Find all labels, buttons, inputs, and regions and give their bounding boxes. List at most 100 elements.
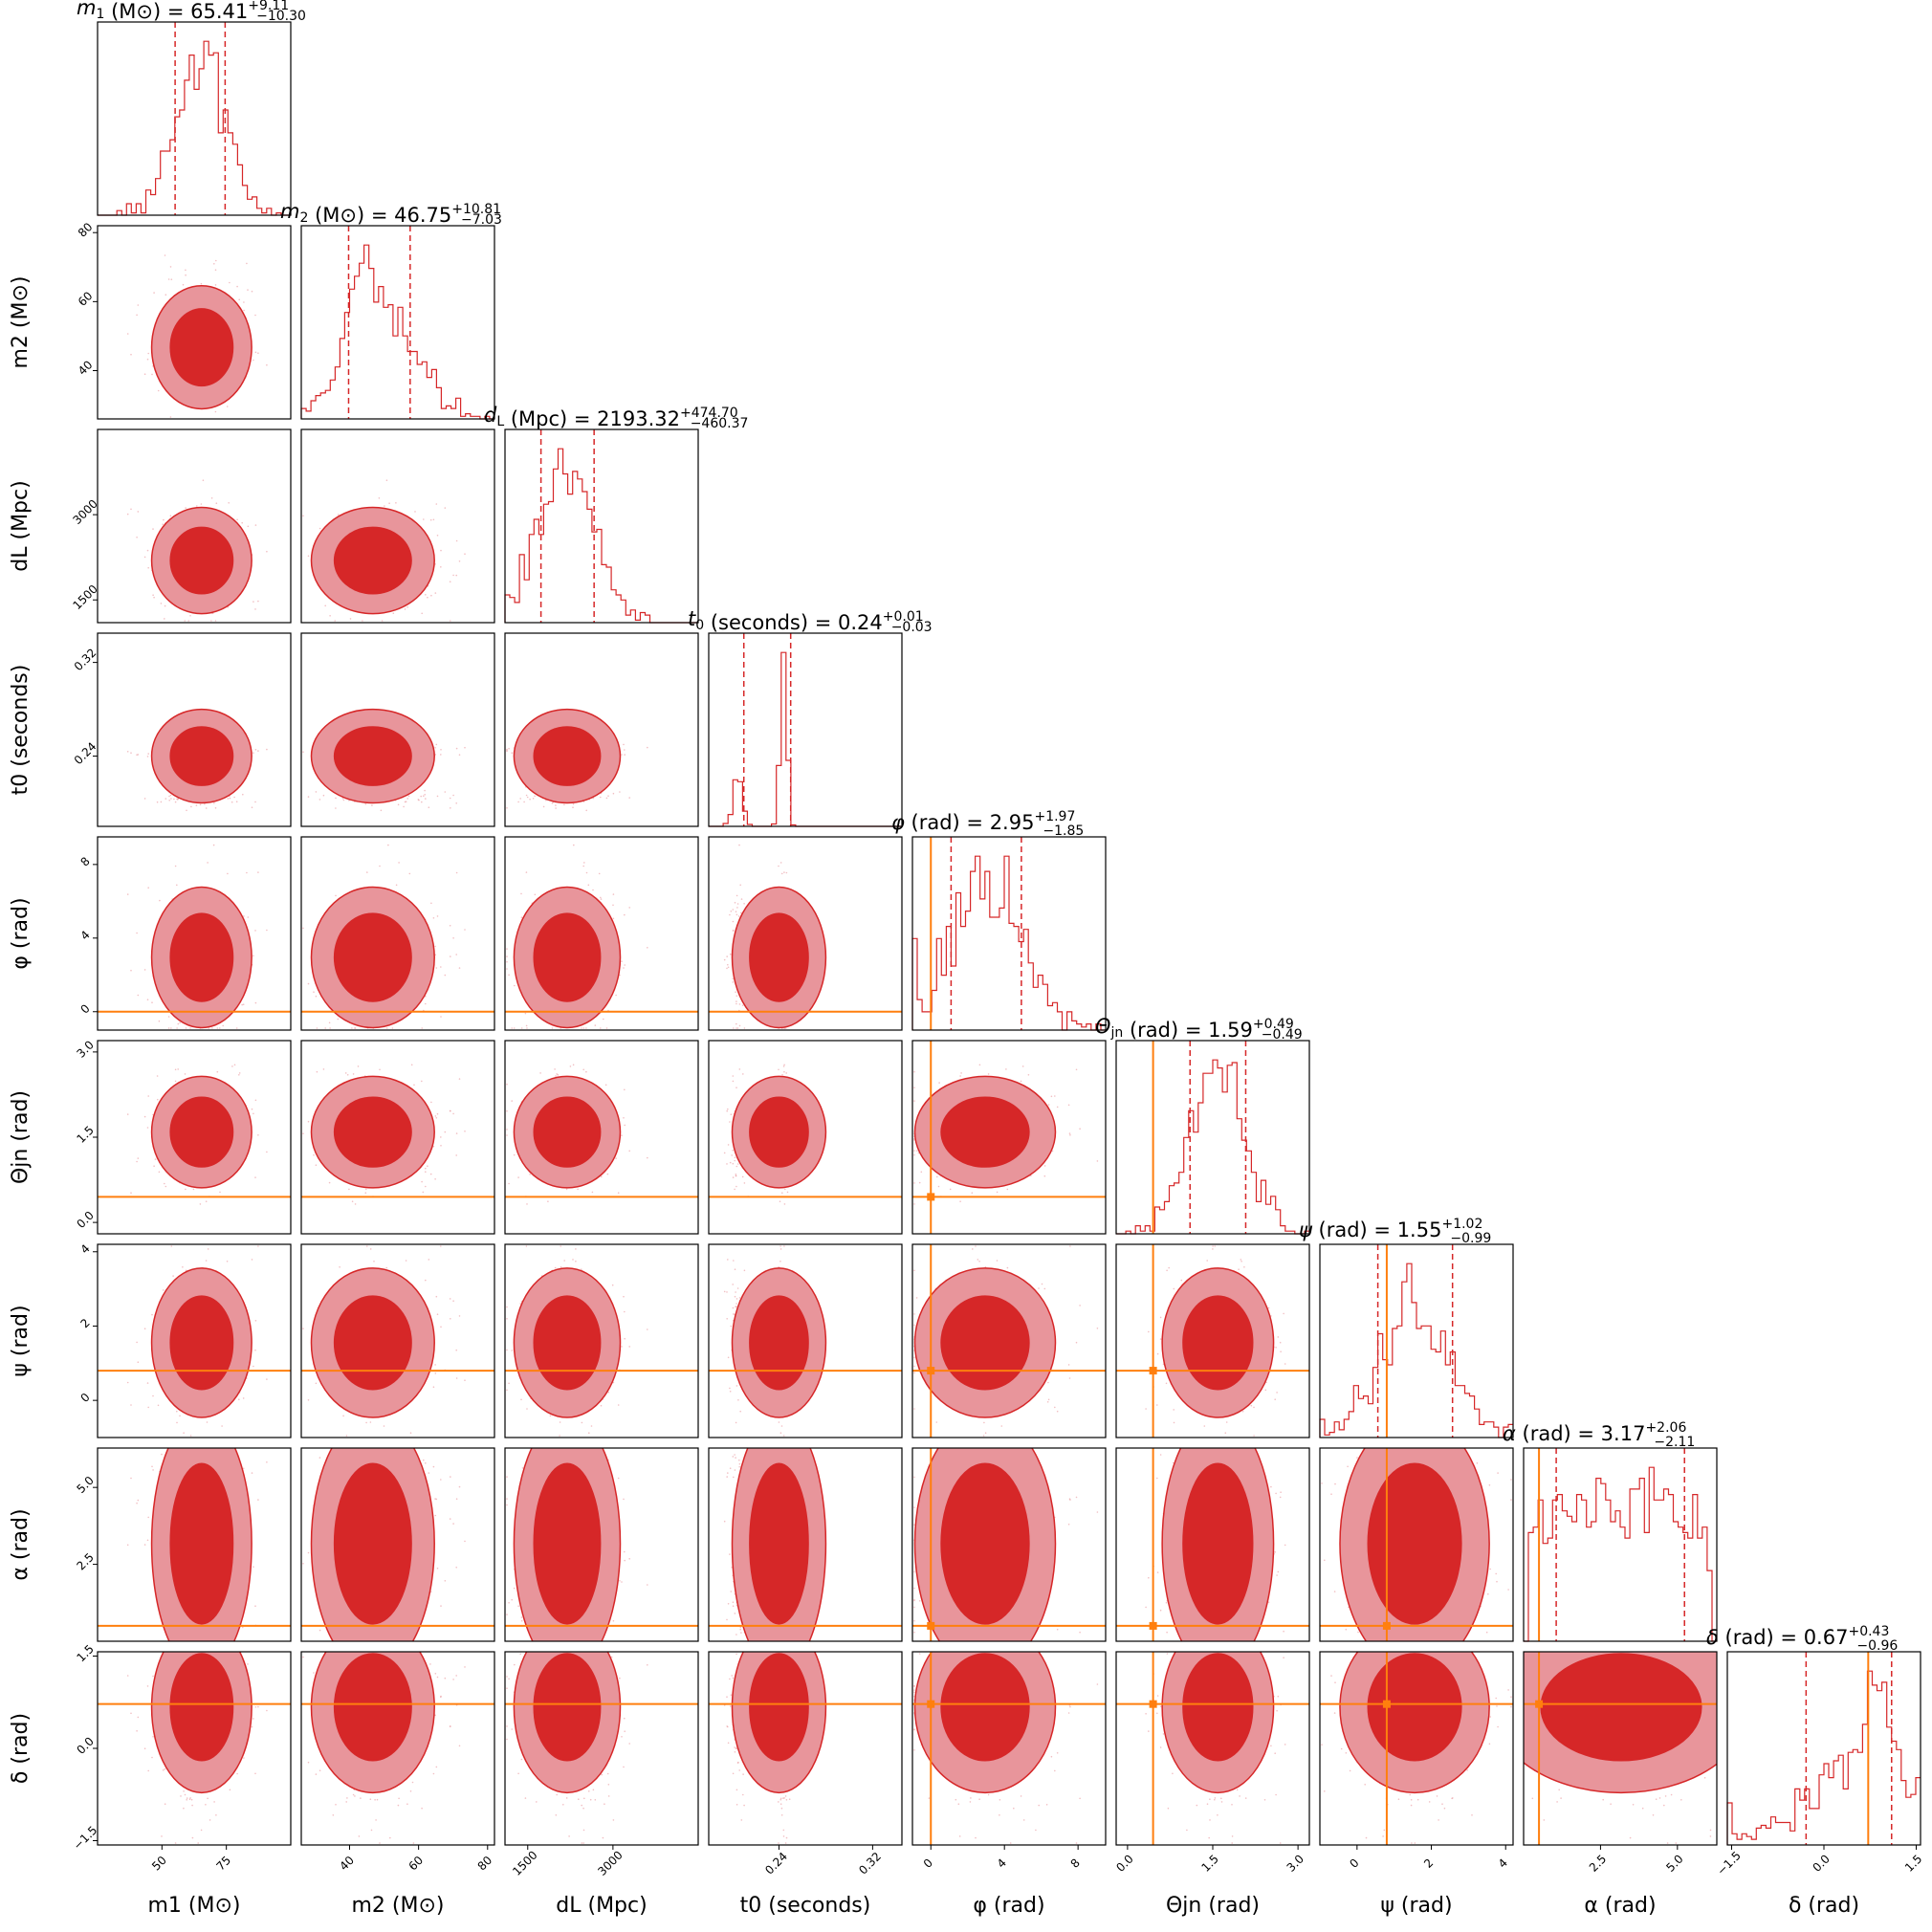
histogram-theta_jn [1116, 1059, 1309, 1235]
panel-frame [1115, 1040, 1310, 1235]
contour-inner [333, 912, 412, 1002]
density-delta-dL [505, 1652, 698, 1844]
contour-inner [533, 912, 602, 1002]
panel-phi-m2 [300, 836, 495, 1031]
density-delta-theta_jn [1116, 1652, 1309, 1845]
injection-marker [927, 1621, 935, 1630]
x-axis-label-phi: φ (rad) [973, 1894, 1044, 1918]
panel-psi-dL [504, 1243, 699, 1438]
panel-frame [97, 1040, 292, 1235]
density-alpha-m1 [98, 1448, 291, 1641]
contour-inner [1182, 1653, 1254, 1762]
panel-theta_jn-t0 [708, 1040, 903, 1235]
injection-marker [1535, 1700, 1544, 1708]
x-axis-label-theta_jn: Θjn (rad) [1166, 1894, 1260, 1918]
histogram-dL [504, 448, 698, 624]
density-psi-t0 [709, 1245, 902, 1437]
panel-frame [300, 225, 495, 420]
panel-delta-delta: δ (rad) = 0.67+0.43−0.96 −1.5 0.0 1.5 δ (rad… [1706, 1624, 1924, 1918]
panel-t0-m2 [300, 632, 495, 827]
panel-frame [1115, 1243, 1310, 1438]
panel-m2-m2: m2 (M⊙) = 46.75+10.81−7.03 [280, 200, 502, 420]
contour-inner [749, 912, 809, 1002]
contour-inner [333, 526, 412, 595]
panel-psi-m1: 0 2 4 ψ (rad) [9, 1241, 292, 1438]
contour-inner [533, 1462, 602, 1625]
panel-alpha-psi [1319, 1447, 1514, 1642]
panel-frame [300, 428, 495, 624]
density-alpha-theta_jn [1116, 1448, 1309, 1641]
y-axis-label-alpha: α (rad) [9, 1508, 33, 1580]
contour-inner [1367, 1653, 1462, 1762]
title-minus-dL: −460.37 [691, 416, 749, 431]
histogram-phi [911, 855, 1106, 1031]
density-delta-phi [912, 1652, 1106, 1845]
contour-inner [940, 1295, 1030, 1391]
panel-alpha-dL [504, 1447, 699, 1642]
panel-frame [1523, 1447, 1718, 1642]
density-phi-m2 [301, 844, 494, 1029]
panel-psi-theta_jn [1115, 1243, 1310, 1438]
density-dL-m2 [302, 479, 466, 622]
x-tick-label: 8 [1068, 1856, 1083, 1871]
y-axis-label-phi: φ (rad) [9, 897, 33, 969]
density-phi-m1 [98, 844, 291, 1029]
panel-frame [300, 836, 495, 1031]
y-tick-label: 1.5 [74, 1642, 96, 1664]
density-t0-m2 [302, 708, 466, 812]
x-tick-label: 1.5 [1902, 1852, 1924, 1874]
density-alpha-t0 [709, 1448, 902, 1641]
panel-frame [300, 1447, 495, 1642]
y-axis-label-dL: dL (Mpc) [9, 480, 33, 571]
x-tick-label: 60 [406, 1854, 426, 1874]
x-axis-label-alpha: α (rad) [1584, 1894, 1656, 1918]
panel-frame [300, 1243, 495, 1438]
injection-marker [927, 1367, 935, 1375]
y-tick-label: 0.0 [74, 1734, 96, 1756]
title-theta_jn: Θjn (rad) = 1.59+0.49 [1095, 1015, 1294, 1042]
panel-t0-m1: 0.24 0.32 t0 (seconds) [9, 632, 292, 827]
density-delta-m2 [301, 1652, 494, 1844]
x-axis-label-dL: dL (Mpc) [556, 1894, 647, 1918]
panel-delta-phi: 0 4 8 φ (rad) [911, 1651, 1107, 1918]
density-psi-theta_jn [1116, 1244, 1309, 1438]
panel-frame [97, 225, 292, 420]
density-psi-m1 [98, 1245, 291, 1437]
title-minus-alpha: −2.11 [1654, 1435, 1695, 1450]
injection-marker [1149, 1700, 1157, 1708]
panel-frame [708, 1447, 903, 1642]
contour-inner [940, 1653, 1030, 1762]
panel-delta-psi: 0 2 4 ψ (rad) [1319, 1651, 1514, 1918]
x-tick-label: 2 [1421, 1856, 1436, 1871]
panel-frame [504, 1651, 699, 1846]
density-dL-m1 [126, 479, 268, 622]
title-minus-theta_jn: −0.49 [1262, 1027, 1303, 1043]
injection-marker [927, 1193, 935, 1201]
panel-frame [1319, 1243, 1514, 1438]
panel-frame [708, 1040, 903, 1235]
panel-frame [504, 632, 699, 827]
title-delta: δ (rad) = 0.67+0.43 [1706, 1624, 1889, 1649]
density-delta-t0 [709, 1652, 902, 1844]
x-axis-label-m1: m1 (M⊙) [147, 1894, 240, 1918]
contour-inner [169, 1096, 234, 1168]
contour-inner [749, 1462, 809, 1625]
density-phi-dL [505, 844, 698, 1029]
density-alpha-psi [1320, 1448, 1513, 1641]
panel-frame [504, 836, 699, 1031]
density-alpha-m2 [301, 1448, 494, 1641]
contour-inner [1182, 1295, 1254, 1391]
contour-inner [940, 1096, 1030, 1168]
panel-frame [504, 1243, 699, 1438]
panel-alpha-theta_jn [1115, 1447, 1310, 1642]
panel-psi-phi [911, 1243, 1107, 1438]
y-tick-label: 0 [78, 1001, 93, 1016]
panel-phi-m1: 0 4 8 φ (rad) [9, 836, 292, 1031]
x-tick-label: 4 [1496, 1856, 1510, 1871]
density-theta_jn-t0 [709, 1064, 902, 1205]
panel-frame [504, 428, 699, 624]
panel-frame [97, 1651, 292, 1846]
x-tick-label: 1500 [510, 1848, 539, 1877]
